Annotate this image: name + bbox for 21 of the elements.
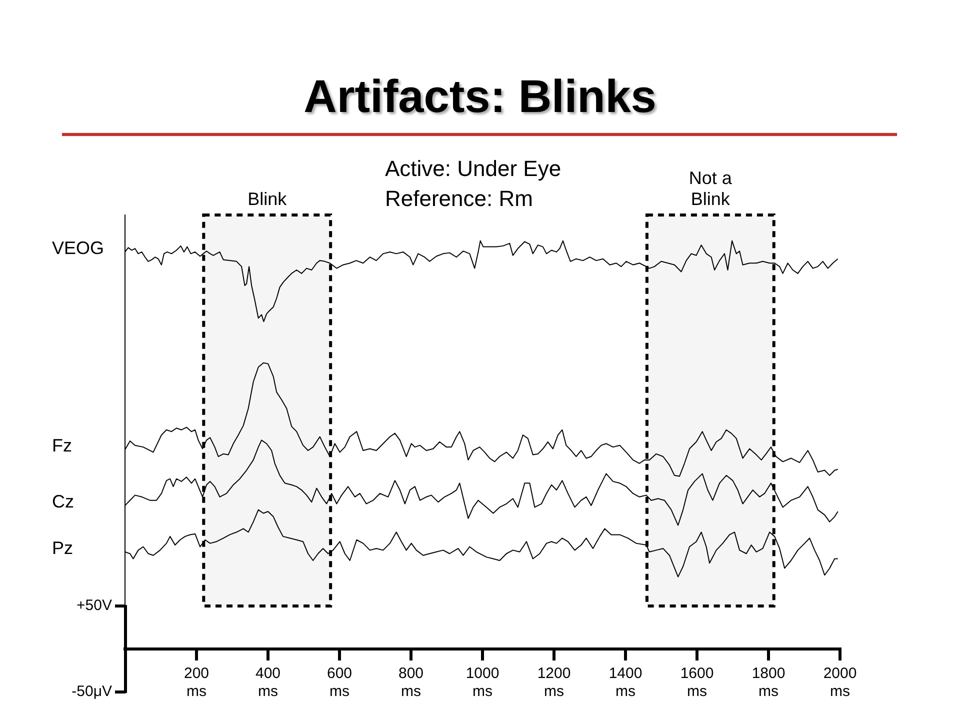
x-tick-label: 1600 ms — [680, 665, 714, 700]
text: Cz — [52, 491, 74, 512]
x-tick-label: 200 ms — [184, 665, 210, 700]
text: Active: Under Eye — [385, 156, 562, 182]
x-tick-label: 600 ms — [326, 665, 352, 700]
x-tick-label: 800 ms — [398, 665, 424, 700]
x-tick-label: 1400 ms — [608, 665, 642, 700]
x-tick-label: 2000 ms — [823, 665, 857, 700]
chart-title: Artifacts: Blinks — [302, 70, 658, 122]
x-tick-label: 400 ms — [255, 665, 281, 700]
series-label: VEOG — [52, 238, 104, 258]
text: Reference: Rm — [385, 186, 533, 212]
x-tick-label: 1200 ms — [537, 665, 571, 700]
band-label: Not a Blink — [688, 168, 733, 209]
text: Fz — [52, 436, 72, 456]
y-tick-label: -50μV — [72, 683, 112, 700]
x-tick-label: 1800 ms — [752, 665, 786, 700]
y-tick-label: +50V — [76, 597, 112, 614]
band-label: Blink — [248, 188, 288, 209]
x-tick-label: 1000 ms — [466, 665, 500, 700]
text: Pz — [52, 538, 74, 558]
